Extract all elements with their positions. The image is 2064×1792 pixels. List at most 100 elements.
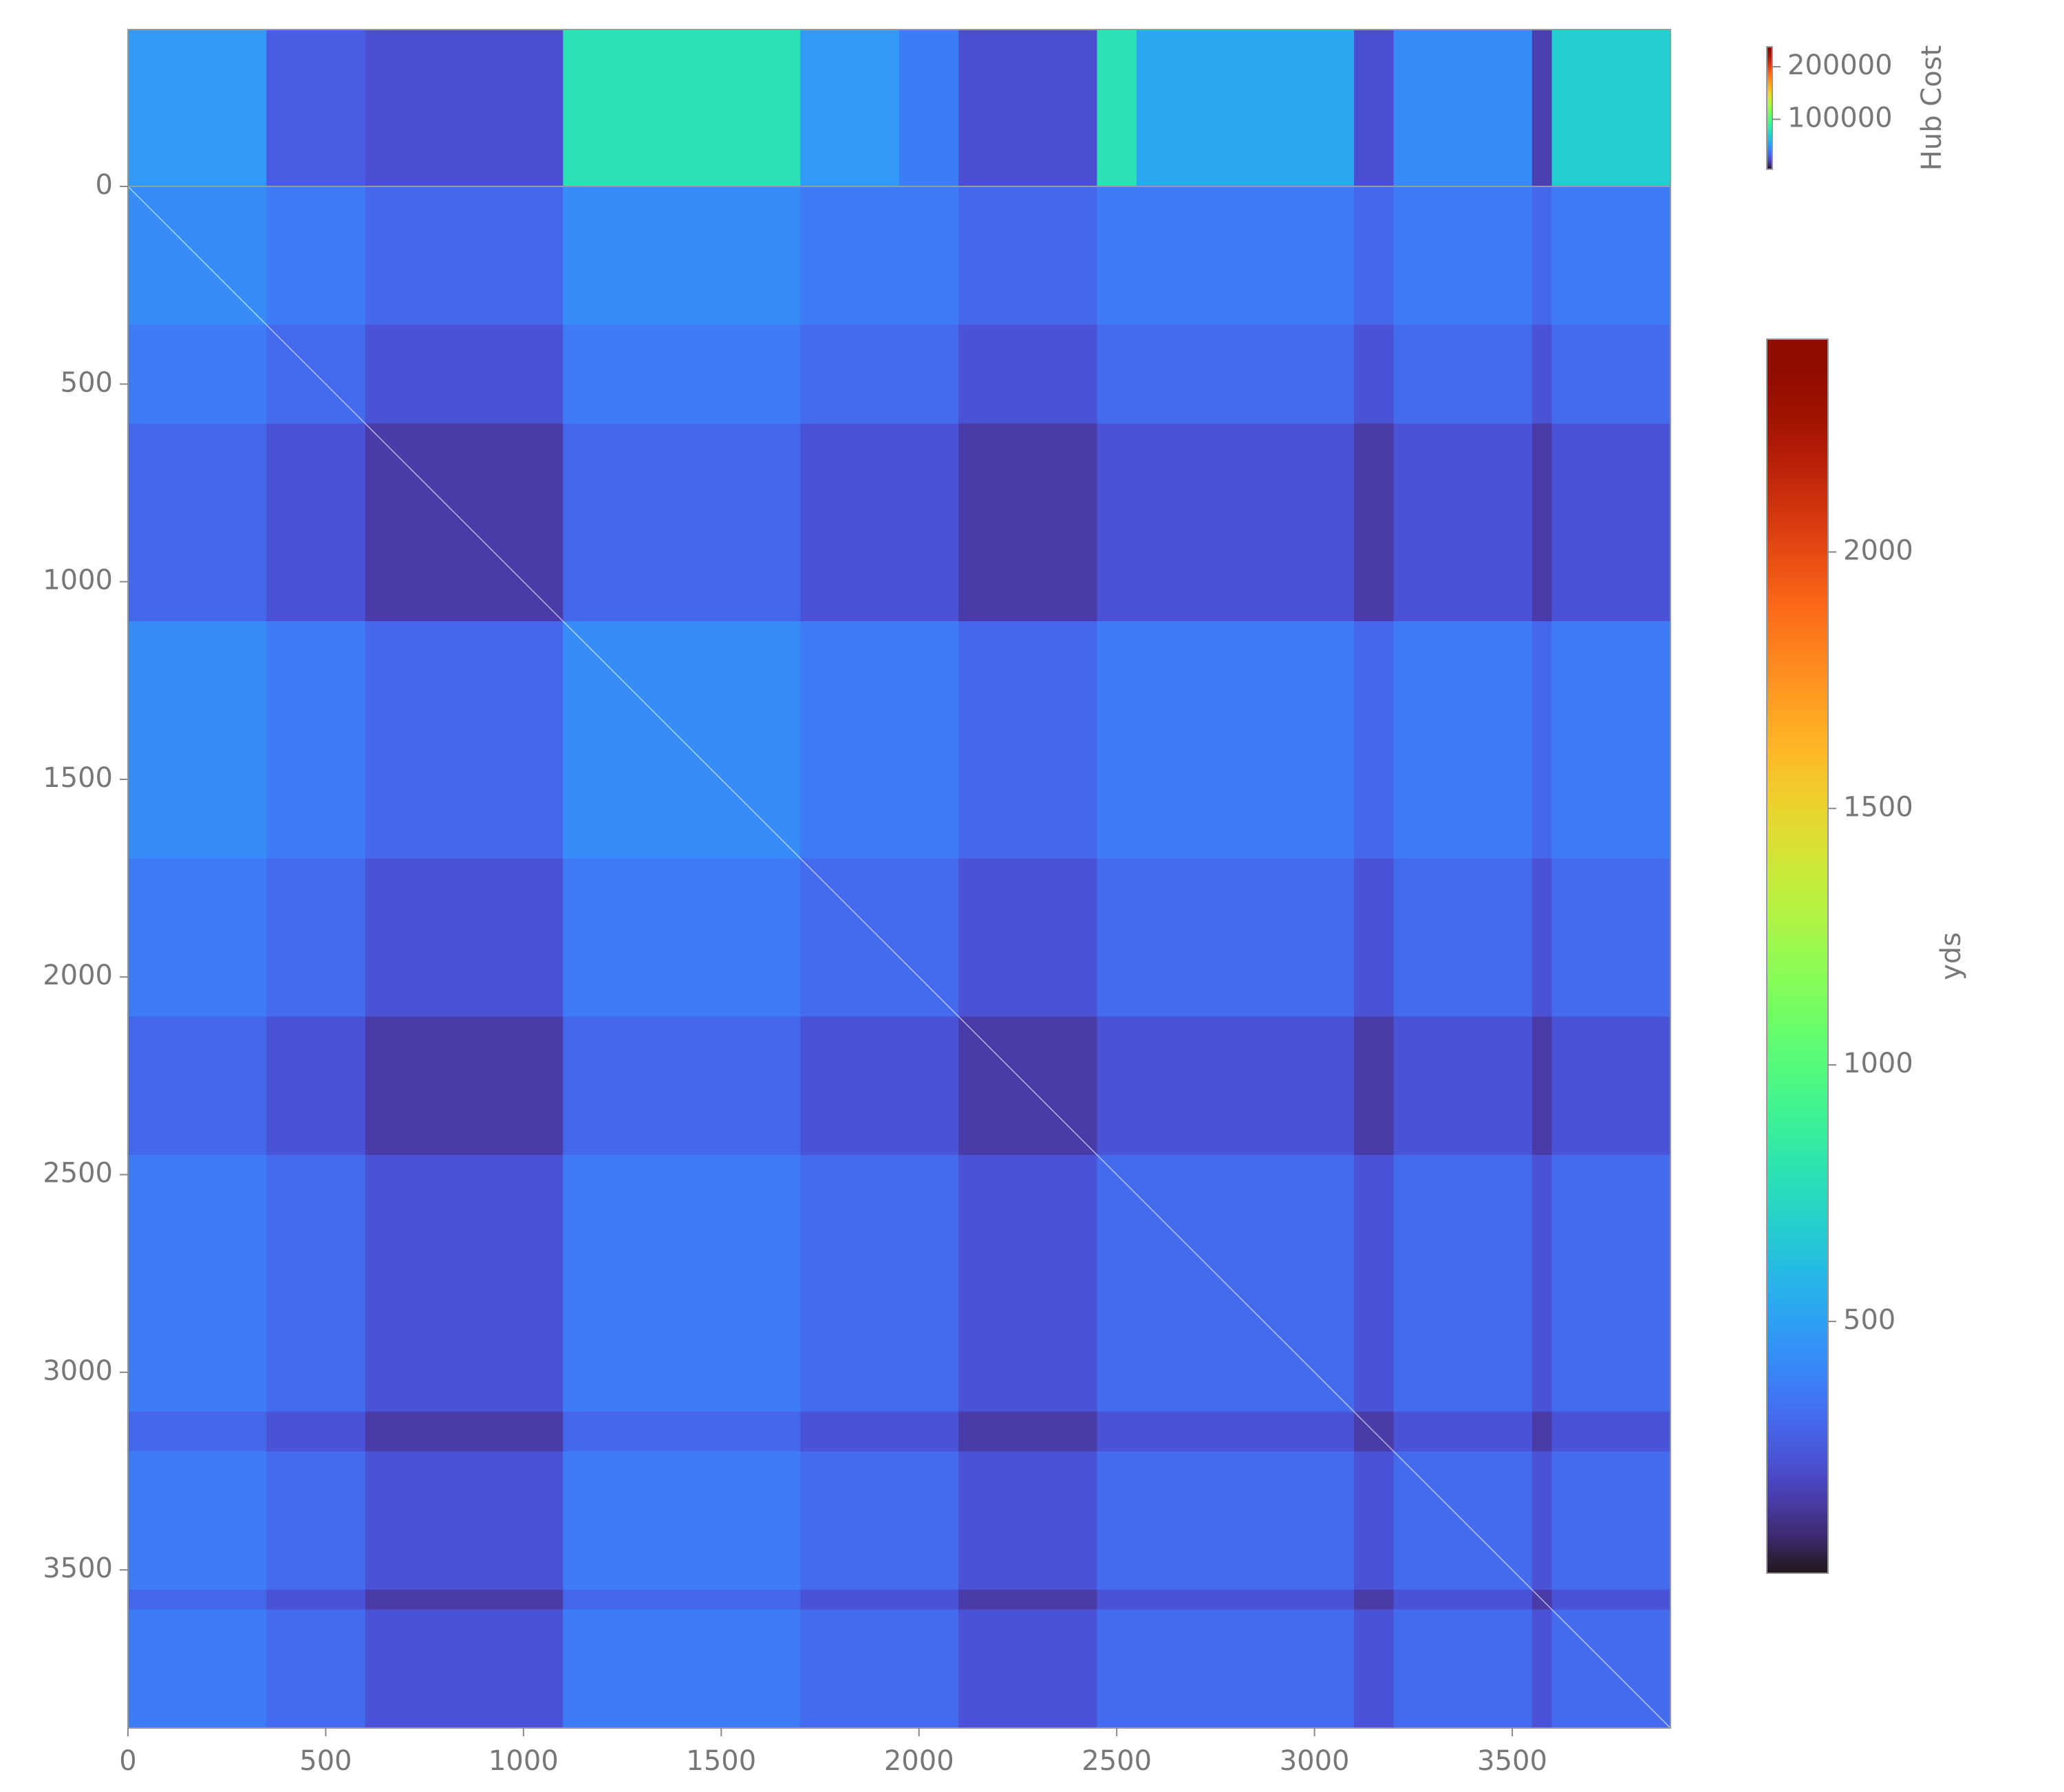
heatmap-cell — [266, 1451, 366, 1590]
heatmap-cell — [958, 186, 1097, 325]
heatmap-cell — [365, 1589, 563, 1610]
heatmap-cell — [1393, 1016, 1533, 1156]
x-tick-label: 3000 — [1280, 1745, 1350, 1777]
colorbar-tick-label: 2000 — [1843, 535, 1913, 566]
heatmap-cell — [899, 1412, 959, 1452]
heatmap-cell — [1354, 186, 1395, 325]
heatmap-cell — [266, 957, 366, 1017]
heatmap-cell — [365, 621, 563, 859]
colorbar — [1766, 338, 1829, 1574]
heatmap-cell — [1551, 621, 1671, 859]
heatmap-cell — [1531, 858, 1553, 958]
heatmap-cell — [800, 957, 900, 1017]
heatmap-cell — [128, 621, 267, 859]
heatmap-cell — [899, 1589, 959, 1610]
heatmap-cell — [1393, 1154, 1533, 1195]
heatmap-cell — [563, 1194, 801, 1412]
heatmap-cell — [1531, 957, 1553, 1017]
hub-cost-cell — [1136, 30, 1355, 186]
heatmap-cell — [1136, 325, 1355, 424]
y-tick-label: 1000 — [43, 565, 113, 596]
heatmap-cell — [899, 186, 959, 325]
heatmap-cell — [128, 1412, 267, 1452]
heatmap-cell — [1354, 1016, 1395, 1156]
heatmap-cell — [1354, 1609, 1395, 1729]
heatmap-cell — [800, 186, 900, 325]
x-tick-label: 500 — [299, 1745, 352, 1777]
heatmap-cell — [365, 1194, 563, 1412]
heatmap-cell — [128, 1451, 267, 1590]
heatmap-cell — [266, 621, 366, 859]
heatmap-cell — [365, 1016, 563, 1156]
heatmap-cell — [563, 957, 801, 1017]
y-tick-label: 500 — [61, 367, 113, 398]
heatmap-cell — [563, 325, 801, 424]
x-tick-label: 2500 — [1082, 1745, 1152, 1777]
heatmap-cell — [1531, 1194, 1553, 1412]
heatmap-cell — [1097, 1194, 1137, 1412]
heatmap-cell — [128, 957, 267, 1017]
heatmap-cell — [958, 858, 1097, 958]
heatmap-cell — [1393, 1609, 1533, 1729]
heatmap-cell — [1354, 1451, 1395, 1590]
heatmap-cell — [128, 1016, 267, 1156]
hub-cost-cell — [958, 30, 1097, 186]
hub-colorbar-tick-label: 200000 — [1787, 50, 1893, 81]
heatmap-cell — [899, 1154, 959, 1195]
hub-cost-cell — [266, 30, 366, 186]
heatmap-cell — [1393, 325, 1533, 424]
heatmap-cell — [128, 325, 267, 424]
heatmap-cell — [1354, 858, 1395, 958]
heatmap-cell — [563, 1016, 801, 1156]
heatmap-cell — [1354, 1154, 1395, 1195]
heatmap-cell — [800, 1016, 900, 1156]
colorbar-tick-label: 1500 — [1843, 791, 1913, 823]
heatmap-cell — [1531, 1016, 1553, 1156]
colorbar-tick-label: 500 — [1843, 1304, 1895, 1336]
y-tick-label: 3000 — [43, 1355, 113, 1387]
heatmap-cell — [563, 1609, 801, 1729]
heatmap-cell — [266, 1194, 366, 1412]
hub-cost-cell — [1393, 30, 1533, 186]
hub-cost-cell — [1531, 30, 1553, 186]
colorbar-tick-label: 1000 — [1843, 1048, 1913, 1079]
heatmap-cell — [1097, 423, 1137, 622]
hub-cost-cell — [128, 30, 267, 186]
heatmap-cell — [800, 621, 900, 859]
heatmap-cell — [563, 1589, 801, 1610]
heatmap-cell — [1354, 423, 1395, 622]
heatmap-cell — [1354, 621, 1395, 859]
heatmap-cell — [1531, 1609, 1553, 1729]
hub-cost-cell — [800, 30, 900, 186]
heatmap-cell — [1393, 423, 1533, 622]
hub-colorbar-tick-label: 100000 — [1787, 102, 1893, 133]
heatmap-cell — [1136, 186, 1355, 325]
heatmap-cell — [266, 186, 366, 325]
heatmap-cell — [1393, 957, 1533, 1017]
heatmap-cell — [365, 1451, 563, 1590]
heatmap-cell — [958, 1194, 1097, 1412]
heatmap-cell — [365, 1609, 563, 1729]
heatmap-cell — [958, 1609, 1097, 1729]
heatmap-cell — [1551, 186, 1671, 325]
heatmap-cell — [1097, 858, 1137, 958]
heatmap-cell — [800, 423, 900, 622]
heatmap-cell — [899, 858, 959, 958]
heatmap-cell — [563, 858, 801, 958]
heatmap-cell — [958, 1451, 1097, 1590]
heatmap-cell — [563, 423, 801, 622]
heatmap-cell — [1551, 858, 1671, 958]
heatmap-cell — [1097, 1016, 1137, 1156]
heatmap-cell — [899, 1016, 959, 1156]
heatmap-cell — [1136, 423, 1355, 622]
heatmap-cell — [800, 1154, 900, 1195]
heatmap-cell — [563, 186, 801, 325]
heatmap-cell — [958, 1154, 1097, 1195]
y-tick-label: 0 — [96, 169, 113, 201]
heatmap-cell — [128, 1589, 267, 1610]
hub-cost-cell — [1551, 30, 1671, 186]
heatmap-cell — [1097, 621, 1137, 859]
heatmap-cell — [266, 858, 366, 958]
heatmap-cell — [800, 325, 900, 424]
heatmap-cell — [800, 1451, 900, 1590]
